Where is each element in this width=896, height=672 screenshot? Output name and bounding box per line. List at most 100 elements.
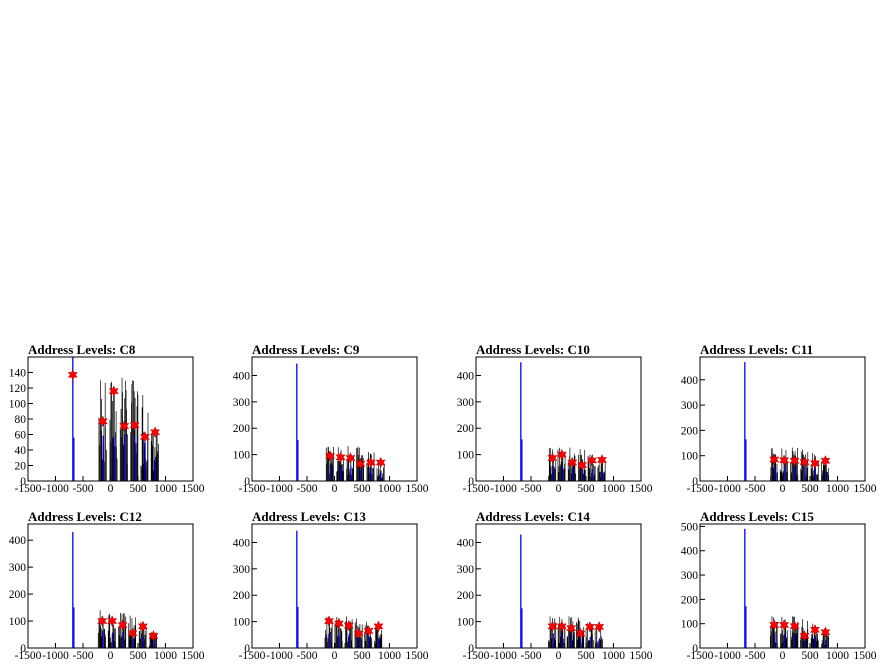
y-tick-label: 200 <box>681 425 699 437</box>
y-tick-label: 300 <box>681 570 699 582</box>
level-marker <box>119 420 130 432</box>
chart-panel: Address Levels: C11 0 100 200 300 400 -1500 -10… <box>681 342 877 495</box>
y-tick-label: 400 <box>681 375 699 387</box>
chart-panel: Address Levels: C12 0 100 200 300 400 -1500 -10… <box>9 509 205 662</box>
x-tick-label: 1500 <box>406 483 429 495</box>
y-tick-label: 0 <box>20 476 26 488</box>
level-marker <box>820 626 831 639</box>
x-tick-label: -1000 <box>42 650 69 662</box>
level-marker <box>335 451 346 464</box>
level-marker <box>355 458 366 470</box>
level-marker <box>575 627 586 640</box>
x-tick-label: -500 <box>744 650 765 662</box>
y-tick-label: 0 <box>20 643 26 655</box>
x-tick-label: 0 <box>108 483 114 495</box>
y-tick-label: 200 <box>681 594 699 606</box>
y-tick-label: 100 <box>9 399 27 411</box>
y-tick-label: 80 <box>15 414 27 426</box>
level-marker <box>556 448 567 461</box>
level-marker <box>67 368 78 381</box>
y-tick-label: 100 <box>233 450 251 462</box>
level-marker <box>343 619 354 632</box>
level-marker <box>333 617 344 630</box>
chart-title: Address Levels: C9 <box>252 342 360 357</box>
x-tick-label: -500 <box>72 483 93 495</box>
plot-area <box>744 362 829 481</box>
level-marker <box>596 454 608 466</box>
level-marker <box>129 419 140 432</box>
x-tick-label: -1500 <box>687 650 714 662</box>
y-tick-label: 0 <box>244 643 250 655</box>
x-tick-label: -1500 <box>15 650 42 662</box>
y-tick-label: 400 <box>457 370 475 382</box>
plot-area <box>520 534 603 648</box>
y-tick-label: 300 <box>233 397 251 409</box>
y-tick-label: 0 <box>244 476 250 488</box>
y-tick-label: 140 <box>9 368 27 380</box>
x-tick-label: 1000 <box>154 650 177 662</box>
chart-title: Address Levels: C15 <box>700 509 814 524</box>
plot-frame <box>251 356 418 482</box>
x-tick-label: -1500 <box>463 483 490 495</box>
y-tick-label: 500 <box>681 521 699 533</box>
x-tick-label: 500 <box>577 483 595 495</box>
level-marker <box>97 415 108 428</box>
x-tick-label: 1500 <box>854 483 877 495</box>
x-tick-label: 500 <box>129 483 147 495</box>
y-tick-label: 200 <box>233 590 251 602</box>
level-marker <box>353 627 364 640</box>
y-tick-label: 0 <box>692 476 698 488</box>
plot-area <box>72 532 157 648</box>
y-tick-label: 400 <box>9 535 27 547</box>
plot-frame <box>27 523 194 649</box>
level-marker <box>556 620 567 633</box>
level-marker <box>594 621 605 633</box>
x-tick-label: 1000 <box>602 650 625 662</box>
x-tick-label: -1500 <box>239 650 266 662</box>
level-marker <box>779 619 790 631</box>
chart-panel: Address Levels: C15 0 100 200 300 400 500 -1500… <box>681 509 877 662</box>
x-tick-label: 1500 <box>182 483 205 495</box>
level-marker <box>547 452 558 464</box>
level-marker <box>139 430 150 443</box>
x-tick-label: 1500 <box>182 650 205 662</box>
x-tick-label: 500 <box>801 483 819 495</box>
plot-frame <box>475 356 642 482</box>
level-marker <box>567 456 578 469</box>
x-tick-label: 1500 <box>854 650 877 662</box>
chart-title: Address Levels: C11 <box>700 342 813 357</box>
y-tick-label: 100 <box>457 450 475 462</box>
y-tick-label: 100 <box>681 451 699 463</box>
x-tick-label: -1000 <box>490 483 517 495</box>
chart-panel: Address Levels: C14 0 100 200 300 400 -1500 -10… <box>457 509 653 662</box>
x-tick-label: 0 <box>332 650 338 662</box>
level-marker <box>789 454 800 467</box>
level-marker <box>586 454 598 467</box>
x-tick-label: 1500 <box>406 650 429 662</box>
x-tick-label: 1000 <box>602 483 625 495</box>
level-marker <box>373 620 384 633</box>
level-marker <box>809 457 821 470</box>
x-tick-label: -500 <box>296 650 317 662</box>
y-tick-label: 120 <box>9 383 27 395</box>
x-tick-label: 500 <box>353 483 371 495</box>
y-tick-label: 0 <box>468 643 474 655</box>
y-tick-label: 300 <box>233 564 251 576</box>
level-marker <box>769 453 780 466</box>
y-tick-label: 40 <box>15 445 27 457</box>
x-tick-label: 0 <box>556 650 562 662</box>
y-tick-label: 400 <box>457 537 475 549</box>
level-marker <box>107 615 118 627</box>
chart-title: Address Levels: C13 <box>252 509 366 524</box>
y-tick-label: 0 <box>692 643 698 655</box>
x-tick-label: 500 <box>801 650 819 662</box>
x-tick-label: 0 <box>780 650 786 662</box>
level-marker <box>799 629 810 642</box>
chart-title: Address Levels: C14 <box>476 509 590 524</box>
x-tick-label: 500 <box>353 650 371 662</box>
chart-panel: Address Levels: C13 0 100 200 300 400 -1500 -10… <box>233 509 429 662</box>
x-tick-label: 0 <box>556 483 562 495</box>
y-tick-label: 20 <box>15 461 27 473</box>
x-tick-label: 1000 <box>378 650 401 662</box>
